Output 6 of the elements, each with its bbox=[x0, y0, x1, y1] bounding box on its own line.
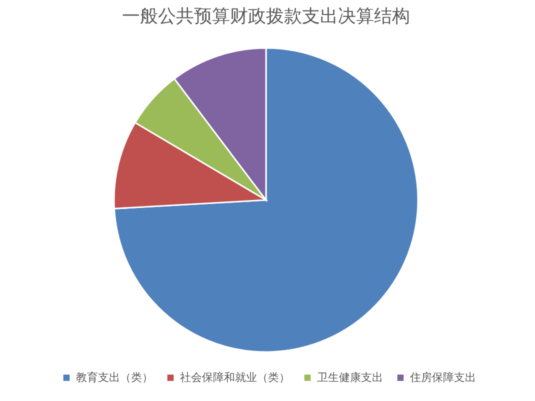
legend-label: 卫生健康支出 bbox=[317, 370, 383, 384]
pie-slice bbox=[113, 47, 419, 353]
legend-label: 住房保障支出 bbox=[410, 370, 476, 384]
chart-title: 一般公共预算财政拨款支出决算结构 bbox=[122, 6, 410, 26]
legend-label: 教育支出（类） bbox=[76, 370, 153, 384]
legend-label: 社会保障和就业（类） bbox=[180, 370, 290, 384]
